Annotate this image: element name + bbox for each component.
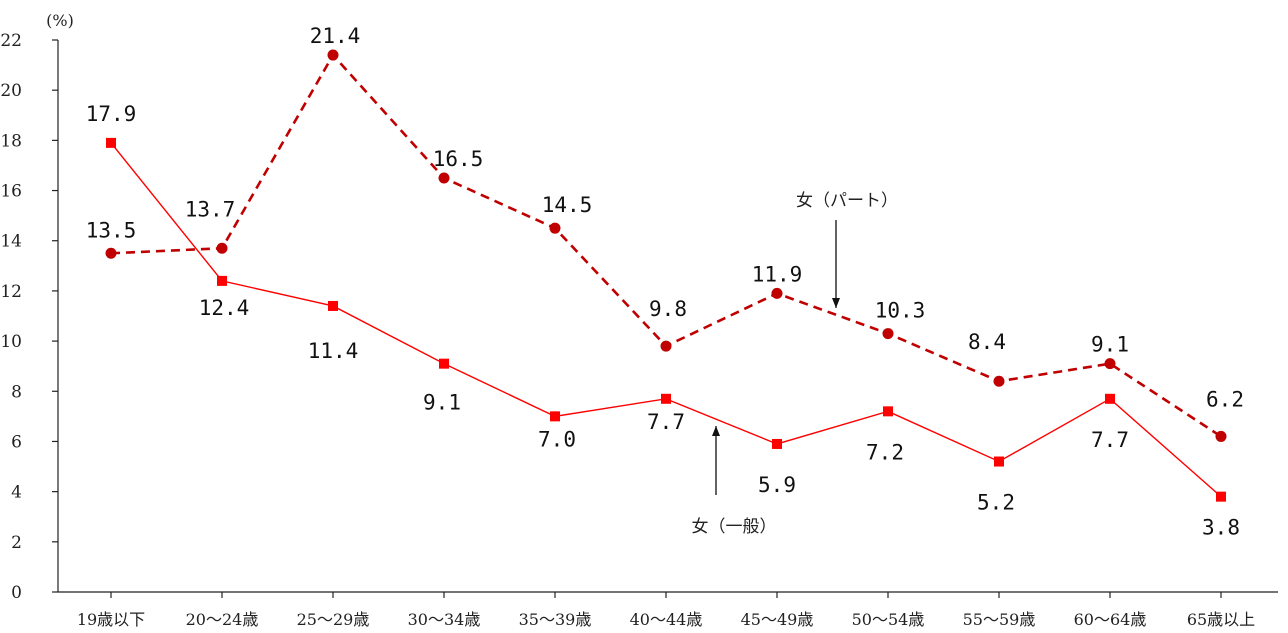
series-1-data-label: 5.9: [758, 473, 796, 497]
series-0-data-label: 13.7: [185, 197, 236, 221]
series-1-data-label: 7.2: [866, 440, 904, 464]
series-1-point: [439, 358, 449, 369]
series-line-0: [110, 52, 1222, 438]
series-0-point: [1104, 358, 1116, 370]
y-tick-label: 20: [0, 81, 22, 101]
series-1-point: [328, 300, 338, 311]
series-1-data-label: 7.7: [647, 410, 685, 434]
series-0-data-label: 11.9: [752, 262, 803, 286]
series-1-point: [550, 411, 560, 422]
series-1-data-label: 7.7: [1091, 428, 1129, 452]
annotation-label: 女（パート）: [796, 191, 898, 211]
series-1-point: [1105, 393, 1115, 404]
y-axis-unit-label: (%): [46, 11, 74, 30]
series-1-data-label: 3.8: [1202, 516, 1240, 540]
series-1-data-label: 5.2: [977, 491, 1015, 515]
y-tick-label: 6: [11, 432, 22, 452]
y-tick-label: 8: [11, 382, 22, 402]
series-1-data-label: 9.1: [423, 391, 461, 415]
y-tick-label: 16: [0, 182, 22, 202]
series-1-point: [772, 438, 782, 449]
x-category-label: 35～39歳: [519, 610, 592, 629]
y-tick-label: 18: [0, 131, 22, 151]
series-0-point: [438, 172, 450, 184]
series-0-data-label: 21.4: [310, 24, 361, 48]
series-0-data-label: 16.5: [433, 147, 484, 171]
y-tick-label: 4: [11, 483, 22, 503]
series-0-data-label: 13.5: [86, 218, 137, 242]
x-category-label: 19歳以下: [77, 610, 145, 629]
x-category-label: 45～49歳: [741, 610, 814, 629]
x-category-label: 50～54歳: [852, 610, 925, 629]
series-0-point: [549, 222, 561, 234]
series-1-point: [106, 137, 116, 148]
series-1-data-label: 12.4: [199, 296, 250, 320]
x-category-label: 30～34歳: [408, 610, 481, 629]
x-category-label: 20～24歳: [186, 610, 259, 629]
y-tick-label: 22: [0, 31, 22, 51]
series-1-data-label: 7.0: [538, 427, 576, 451]
series-layer: 13.5 13.7 21.4 16.5 14.5 9.8 11.9 10.3 8.4 9.1 6.2…: [86, 24, 1244, 540]
series-0-point: [660, 340, 672, 352]
x-category-label: 65歳以上: [1187, 610, 1255, 629]
y-tick-label: 14: [0, 232, 22, 252]
series-0-data-label: 14.5: [542, 193, 593, 217]
series-0-point: [1215, 430, 1227, 442]
series-0-point: [993, 375, 1005, 387]
series-0-data-label: 9.8: [649, 297, 687, 321]
series-1-data-label: 17.9: [86, 102, 137, 126]
series-1-point: [883, 406, 893, 417]
series-1-point: [661, 393, 671, 404]
annotation-arrow-head: [712, 426, 720, 436]
y-axis-ticks: 0 2 4 6 8 10 12 14 16 18 20 22: [0, 31, 58, 603]
series-0-point: [105, 247, 117, 259]
x-category-label: 25～29歳: [297, 610, 370, 629]
y-tick-label: 0: [11, 583, 22, 603]
annotation-arrow-head: [832, 298, 840, 308]
annotation-layer: 女（パート） 女（一般）: [692, 191, 899, 537]
series-0-data-label: 6.2: [1206, 387, 1244, 411]
series-1-data-label: 11.4: [308, 339, 359, 363]
series-1-point: [994, 456, 1004, 467]
series-0-point: [882, 328, 894, 340]
series-0-data-label: 8.4: [968, 330, 1006, 354]
series-0-data-label: 9.1: [1091, 333, 1129, 357]
y-tick-label: 10: [0, 332, 22, 352]
y-tick-label: 2: [11, 533, 22, 553]
series-1-point: [1216, 491, 1226, 502]
x-category-label: 60～64歳: [1074, 610, 1147, 629]
x-category-label: 40～44歳: [630, 610, 703, 629]
y-tick-label: 12: [0, 282, 22, 302]
series-1-point: [217, 275, 227, 286]
x-axis-ticks: 19歳以下 20～24歳 25～29歳 30～34歳 35～39歳 40～44歳 45～49…: [77, 592, 1255, 629]
x-category-label: 55～59歳: [963, 610, 1036, 629]
series-0-point: [771, 287, 783, 299]
annotation-label: 女（一般）: [692, 517, 777, 537]
series-0-data-label: 10.3: [875, 299, 926, 323]
series-0-point: [327, 49, 339, 61]
series-0-point: [216, 242, 228, 254]
